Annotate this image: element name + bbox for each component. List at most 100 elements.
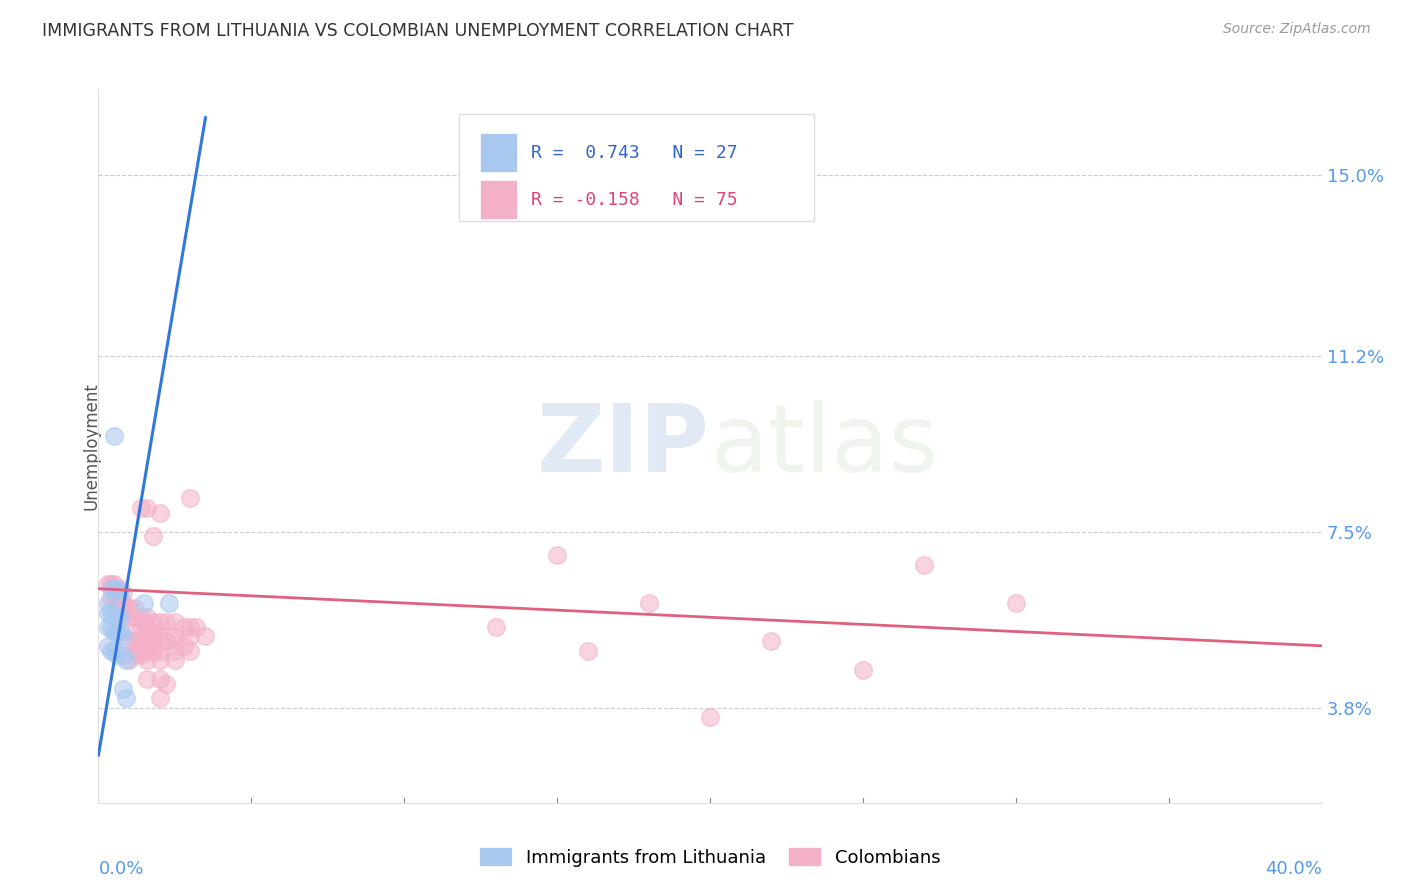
Text: Source: ZipAtlas.com: Source: ZipAtlas.com — [1223, 22, 1371, 37]
Point — [97, 620, 120, 634]
Point — [179, 629, 201, 643]
Point — [163, 634, 186, 648]
Point — [97, 639, 120, 653]
Point — [129, 634, 152, 648]
Bar — [479, 180, 517, 219]
Point — [129, 648, 152, 663]
Point — [149, 653, 172, 667]
Point — [155, 677, 177, 691]
Point — [1004, 596, 1026, 610]
Point — [103, 624, 125, 639]
Point — [136, 634, 159, 648]
Point — [129, 500, 152, 515]
Point — [111, 648, 134, 663]
Point — [124, 610, 146, 624]
Point — [149, 643, 172, 657]
Point — [163, 615, 186, 629]
Point — [546, 549, 568, 563]
Point — [103, 577, 125, 591]
Point — [103, 429, 125, 443]
Point — [111, 596, 134, 610]
Point — [118, 634, 141, 648]
Point — [142, 529, 165, 543]
Point — [149, 624, 172, 639]
Point — [124, 624, 146, 639]
Point — [149, 691, 172, 706]
Point — [124, 600, 146, 615]
Point — [108, 582, 131, 596]
Point — [111, 610, 134, 624]
Point — [173, 620, 195, 634]
Point — [149, 634, 172, 648]
Point — [118, 653, 141, 667]
Point — [124, 643, 146, 657]
Point — [111, 629, 134, 643]
Point — [155, 615, 177, 629]
Point — [97, 596, 120, 610]
Point — [163, 643, 186, 657]
Point — [759, 634, 782, 648]
Point — [124, 634, 146, 648]
Text: R =  0.743   N = 27: R = 0.743 N = 27 — [531, 144, 738, 161]
Point — [136, 643, 159, 657]
Y-axis label: Unemployment: Unemployment — [83, 382, 100, 510]
Point — [118, 600, 141, 615]
Point — [699, 710, 721, 724]
Point — [115, 691, 138, 706]
Point — [103, 610, 125, 624]
Point — [111, 586, 134, 600]
Point — [149, 672, 172, 686]
Point — [142, 643, 165, 657]
Point — [105, 648, 128, 663]
Point — [105, 591, 128, 606]
Point — [142, 624, 165, 639]
Point — [100, 620, 122, 634]
Point — [173, 639, 195, 653]
Point — [912, 558, 935, 572]
Point — [485, 620, 508, 634]
Point — [103, 643, 125, 657]
Point — [852, 663, 875, 677]
Text: IMMIGRANTS FROM LITHUANIA VS COLOMBIAN UNEMPLOYMENT CORRELATION CHART: IMMIGRANTS FROM LITHUANIA VS COLOMBIAN U… — [42, 22, 793, 40]
Point — [105, 610, 128, 624]
Point — [118, 610, 141, 624]
Point — [142, 634, 165, 648]
Point — [179, 643, 201, 657]
Point — [129, 610, 152, 624]
Point — [124, 648, 146, 663]
Point — [134, 615, 156, 629]
Point — [115, 653, 138, 667]
Point — [186, 620, 208, 634]
Point — [163, 653, 186, 667]
Point — [157, 596, 180, 610]
Point — [108, 586, 131, 600]
Point — [134, 596, 156, 610]
Point — [194, 629, 217, 643]
Point — [97, 577, 120, 591]
Point — [136, 653, 159, 667]
Point — [115, 600, 138, 615]
Point — [637, 596, 661, 610]
Point — [103, 591, 125, 606]
Point — [108, 596, 131, 610]
Point — [163, 629, 186, 643]
Bar — [479, 133, 517, 172]
Point — [100, 582, 122, 596]
Point — [105, 624, 128, 639]
Text: 0.0%: 0.0% — [98, 860, 143, 878]
Text: atlas: atlas — [710, 400, 938, 492]
Point — [129, 620, 152, 634]
Point — [136, 672, 159, 686]
Point — [97, 606, 120, 620]
Point — [103, 582, 125, 596]
Point — [142, 615, 165, 629]
Point — [100, 606, 122, 620]
Point — [149, 615, 172, 629]
Point — [111, 681, 134, 696]
Point — [179, 620, 201, 634]
Point — [105, 582, 128, 596]
Text: R = -0.158   N = 75: R = -0.158 N = 75 — [531, 191, 738, 209]
Point — [179, 491, 201, 506]
Point — [100, 591, 122, 606]
FancyBboxPatch shape — [460, 114, 814, 221]
